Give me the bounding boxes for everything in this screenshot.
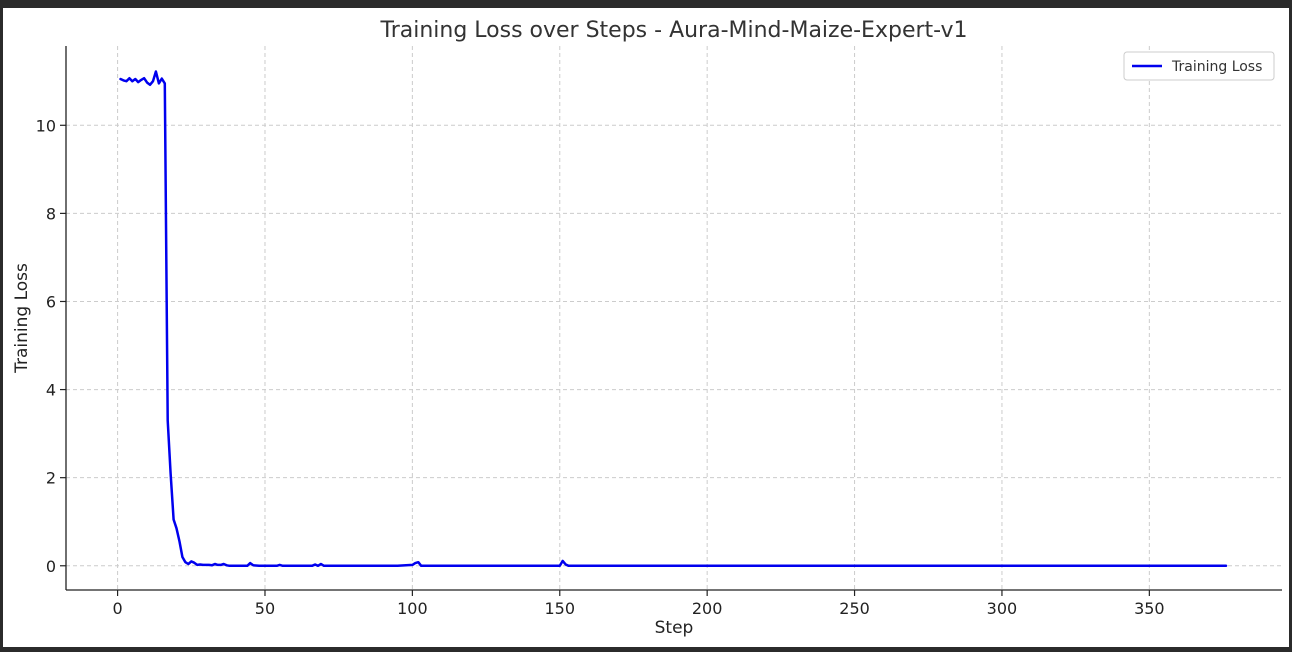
grid xyxy=(66,46,1282,590)
y-tick-label: 4 xyxy=(46,381,56,400)
legend-label: Training Loss xyxy=(1171,59,1262,75)
y-axis-label: Training Loss xyxy=(12,263,32,374)
x-tick-label: 0 xyxy=(112,599,122,618)
x-tick-label: 300 xyxy=(987,599,1018,618)
x-tick-label: 200 xyxy=(692,599,723,618)
y-tick-label: 8 xyxy=(46,204,56,223)
line-chart: Training Loss over Steps - Aura-Mind-Mai… xyxy=(12,18,1282,638)
axes: 0 50 100 150 200 250 300 350 0 2 4 6 8 10 xyxy=(36,46,1282,618)
y-tick-label: 6 xyxy=(46,292,56,311)
y-tick-label: 2 xyxy=(46,469,56,488)
legend: Training Loss xyxy=(1123,51,1275,81)
y-tick-label: 10 xyxy=(36,116,56,135)
x-tick-label: 150 xyxy=(544,599,575,618)
series-line-training-loss xyxy=(119,70,1228,568)
series-layer xyxy=(119,70,1228,568)
x-tick-label: 350 xyxy=(1134,599,1165,618)
chart-title: Training Loss over Steps - Aura-Mind-Mai… xyxy=(379,18,967,43)
x-tick-label: 50 xyxy=(255,599,275,618)
chart-panel: Training Loss over Steps - Aura-Mind-Mai… xyxy=(3,8,1289,647)
x-tick-label: 250 xyxy=(839,599,870,618)
x-axis-label: Step xyxy=(655,618,694,638)
y-tick-label: 0 xyxy=(46,557,56,576)
legend-box xyxy=(1123,51,1275,81)
x-tick-label: 100 xyxy=(397,599,428,618)
